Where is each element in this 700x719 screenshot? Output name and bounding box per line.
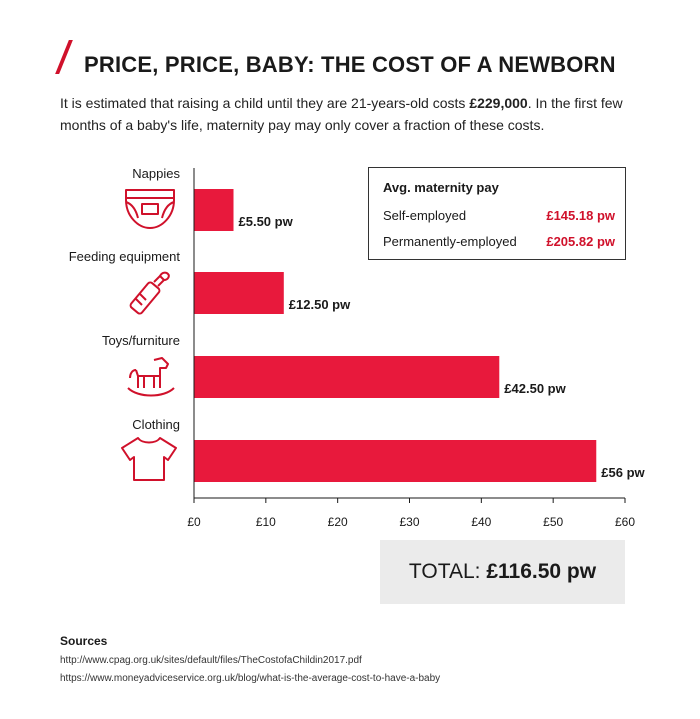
bar-clothing <box>194 440 597 482</box>
legend-row-label: Self-employed <box>383 208 467 223</box>
legend-row-value: £205.82 pw <box>546 234 615 249</box>
bar-feeding-equipment <box>194 272 284 314</box>
x-tick-label: £40 <box>471 515 491 529</box>
cost-bar-chart: Nappies £5.50 pw Feeding equipment £12.50 p… <box>69 166 646 529</box>
x-axis-ticks: £0 £10 £20 £30 £40 £50 £60 <box>187 498 635 529</box>
x-tick-label: £50 <box>543 515 563 529</box>
legend-title: Avg. maternity pay <box>383 180 499 195</box>
nappy-icon <box>125 189 175 229</box>
x-tick-label: £0 <box>187 515 201 529</box>
page-subtitle: It is estimated that raising a child unt… <box>60 92 650 136</box>
total-cost-box: TOTAL: £116.50 pw <box>380 540 625 604</box>
legend-row-value: £145.18 pw <box>546 208 615 223</box>
category-label-feeding-equipment: Feeding equipment <box>69 249 181 264</box>
category-label-nappies: Nappies <box>132 166 180 181</box>
page-title: PRICE, PRICE, BABY: THE COST OF A NEWBOR… <box>84 52 616 77</box>
x-tick-label: £30 <box>399 515 419 529</box>
bars-layer: Nappies £5.50 pw Feeding equipment £12.50 p… <box>69 166 646 482</box>
title-slash-accent <box>55 40 73 74</box>
source-link-moneyadviceservice[interactable]: https://www.moneyadviceservice.org.uk/bl… <box>60 673 441 684</box>
bar-toys-furniture <box>194 356 500 398</box>
legend-row-label: Permanently-employed <box>383 234 517 249</box>
total-label: TOTAL: <box>408 560 487 583</box>
subtitle-text-end: . In the first few months of a baby's li… <box>60 95 623 133</box>
x-tick-label: £10 <box>256 515 276 529</box>
total-amount: £116.50 pw <box>486 560 597 583</box>
bar-value-label-toys-furniture: £42.50 pw <box>504 381 566 396</box>
maternity-pay-legend: Avg. maternity pay Self-employed £145.18… <box>368 167 626 260</box>
bar-value-label-nappies: £5.50 pw <box>239 214 294 229</box>
baby-bottle-icon <box>129 271 170 315</box>
subtitle-total-cost: £229,000 <box>469 95 528 111</box>
category-label-toys-furniture: Toys/furniture <box>102 333 180 348</box>
subtitle-text-start: It is estimated that raising a child unt… <box>60 95 470 111</box>
bar-value-label-feeding-equipment: £12.50 pw <box>289 297 351 312</box>
rocking-horse-icon <box>127 357 175 397</box>
source-link-cpag[interactable]: http://www.cpag.org.uk/sites/default/fil… <box>60 655 362 666</box>
category-label-clothing: Clothing <box>132 417 180 432</box>
bar-nappies <box>194 189 234 231</box>
bar-value-label-clothing: £56 pw <box>601 465 645 480</box>
sources-title: Sources <box>60 634 108 648</box>
tshirt-icon <box>121 437 177 481</box>
x-tick-label: £60 <box>615 515 635 529</box>
x-tick-label: £20 <box>328 515 348 529</box>
